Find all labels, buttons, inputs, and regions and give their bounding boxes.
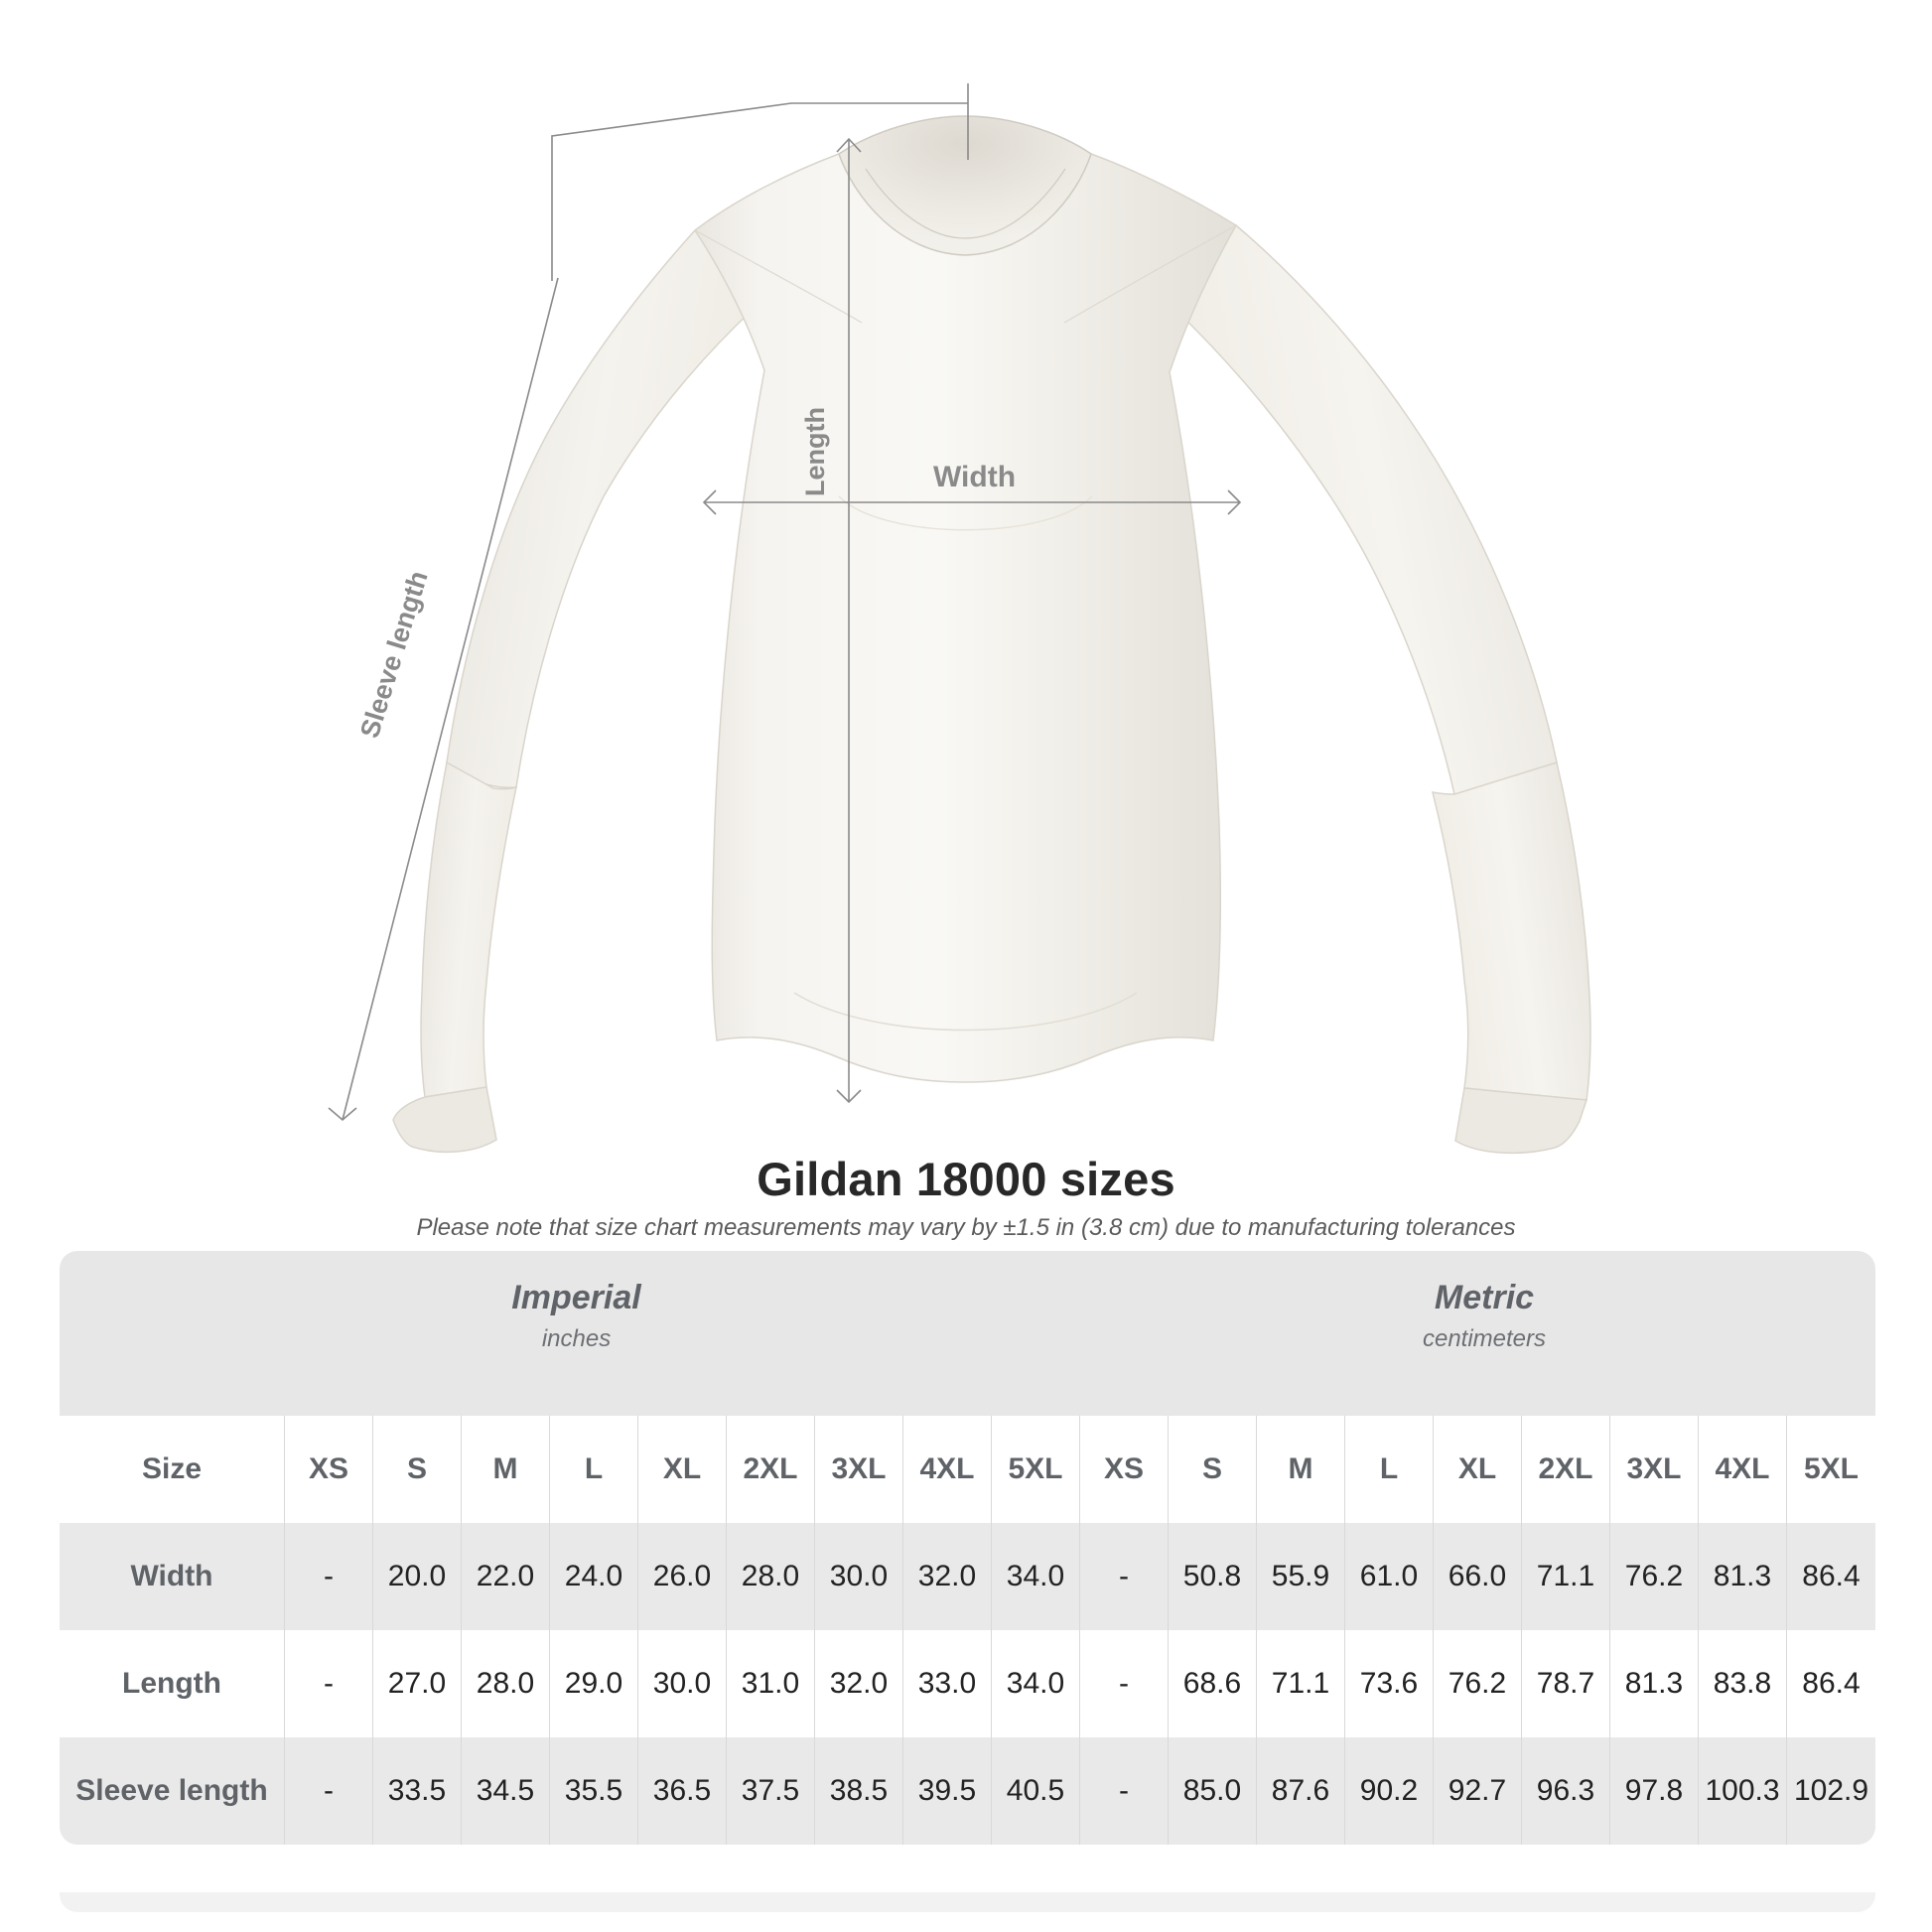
svg-text:Width: Width xyxy=(933,461,1016,493)
svg-text:Sleeve length: Sleeve length xyxy=(354,568,434,742)
svg-text:Length: Length xyxy=(800,407,830,496)
